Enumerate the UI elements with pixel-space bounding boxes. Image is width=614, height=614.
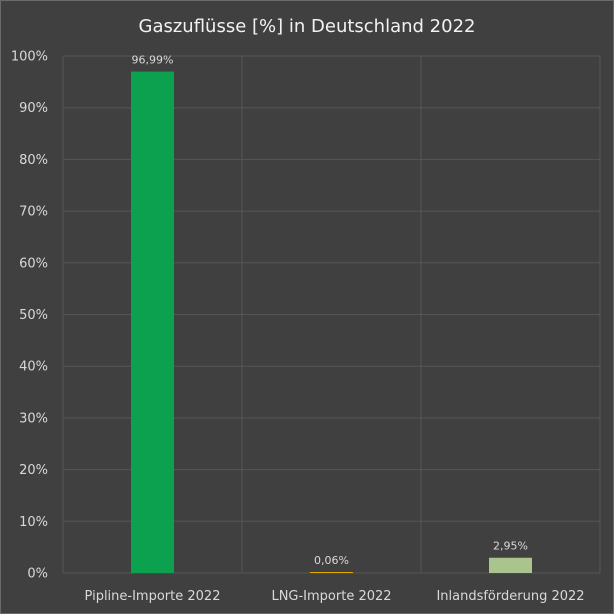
y-tick-label: 100% [11,50,48,65]
data-label: 0,06% [314,554,349,567]
data-labels: 96,99% 0,06% 2,95% [132,54,528,567]
y-tick-label: 50% [19,308,48,323]
y-tick-label: 0% [27,567,48,582]
bar [489,557,532,573]
x-axis-categories: Pipline-Importe 2022 LNG-Importe 2022 Inla… [85,589,585,604]
y-tick-label: 40% [19,360,48,375]
x-category-label: Inlandsförderung 2022 [436,589,584,604]
chart-title: Gaszuflüsse [%] in Deutschland 2022 [139,16,476,37]
y-tick-label: 10% [19,515,48,530]
y-tick-label: 20% [19,463,48,478]
x-category-label: LNG-Importe 2022 [271,589,391,604]
bars [131,71,532,573]
y-tick-label: 70% [19,205,48,220]
y-tick-label: 60% [19,256,48,271]
y-tick-label: 30% [19,411,48,426]
y-axis-ticks: 0% 10% 20% 30% 40% 50% 60% 70% 80% 90% 100% [11,50,48,582]
bar [310,572,353,573]
x-category-label: Pipline-Importe 2022 [85,589,221,604]
bar [131,71,174,573]
data-label: 2,95% [493,540,528,553]
y-tick-label: 90% [19,101,48,116]
data-label: 96,99% [132,54,174,67]
y-tick-label: 80% [19,153,48,168]
